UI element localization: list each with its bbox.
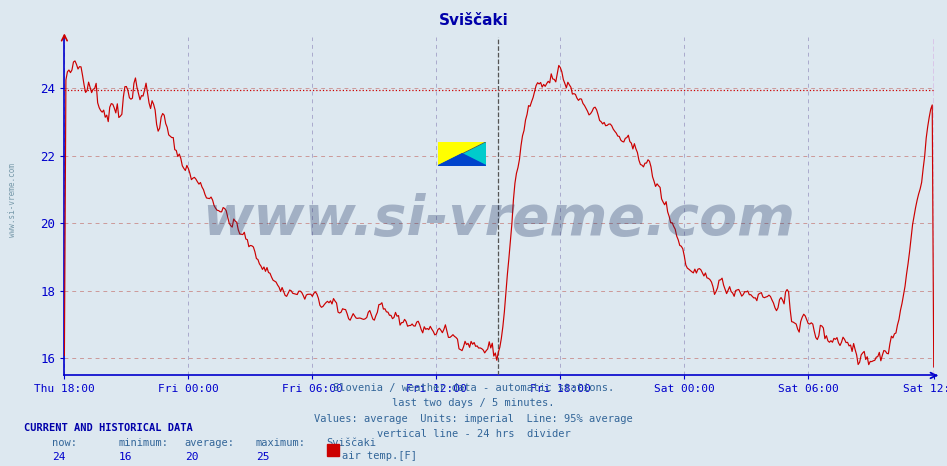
Text: 25: 25 — [256, 452, 269, 462]
Text: minimum:: minimum: — [118, 438, 169, 448]
Polygon shape — [438, 142, 486, 166]
Polygon shape — [438, 154, 486, 166]
Text: Slovenia / weather data - automatic stations.: Slovenia / weather data - automatic stat… — [333, 383, 614, 393]
Text: 24: 24 — [52, 452, 65, 462]
Text: maximum:: maximum: — [256, 438, 306, 448]
Text: air temp.[F]: air temp.[F] — [342, 451, 417, 461]
Text: 20: 20 — [185, 452, 198, 462]
Text: average:: average: — [185, 438, 235, 448]
Text: Values: average  Units: imperial  Line: 95% average: Values: average Units: imperial Line: 95… — [314, 414, 633, 424]
Text: Sviščaki: Sviščaki — [438, 13, 509, 28]
Text: CURRENT AND HISTORICAL DATA: CURRENT AND HISTORICAL DATA — [24, 423, 192, 433]
Text: 16: 16 — [118, 452, 132, 462]
Polygon shape — [438, 142, 486, 166]
Text: Sviščaki: Sviščaki — [327, 438, 377, 448]
Text: now:: now: — [52, 438, 77, 448]
Text: last two days / 5 minutes.: last two days / 5 minutes. — [392, 398, 555, 408]
Text: www.si-vreme.com: www.si-vreme.com — [8, 164, 17, 237]
Text: www.si-vreme.com: www.si-vreme.com — [203, 193, 795, 247]
Text: vertical line - 24 hrs  divider: vertical line - 24 hrs divider — [377, 429, 570, 439]
